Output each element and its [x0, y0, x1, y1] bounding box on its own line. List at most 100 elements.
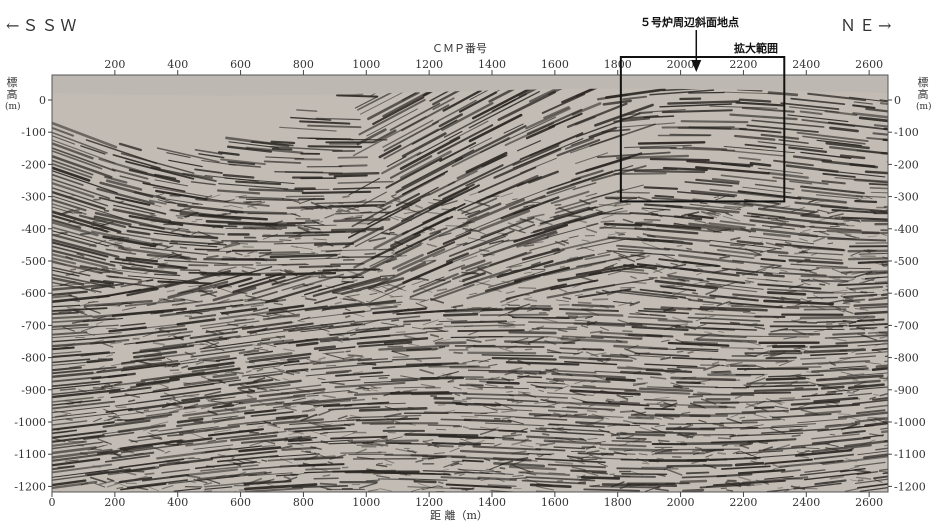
reflector-stroke: [788, 258, 844, 265]
noise-stroke: [861, 278, 875, 281]
reflector-stroke: [866, 136, 888, 141]
reflector-stroke: [738, 156, 761, 161]
noise-stroke: [695, 316, 708, 322]
noise-stroke: [827, 242, 834, 245]
noise-stroke: [126, 470, 145, 473]
reflector-stroke: [52, 170, 118, 194]
noise-stroke: [480, 253, 495, 256]
noise-stroke: [180, 309, 192, 315]
noise-stroke: [379, 488, 392, 492]
noise-stroke: [411, 231, 425, 236]
noise-stroke: [781, 205, 791, 208]
noise-stroke: [755, 409, 767, 412]
reflector-stroke: [216, 189, 261, 195]
noise-stroke: [479, 380, 487, 383]
noise-stroke: [207, 439, 216, 443]
reflector-stroke: [614, 168, 678, 172]
noise-stroke: [779, 269, 788, 273]
noise-stroke: [479, 320, 487, 323]
noise-stroke: [194, 235, 211, 238]
noise-stroke: [217, 287, 235, 294]
noise-stroke: [842, 319, 857, 324]
noise-stroke: [300, 369, 309, 373]
noise-stroke: [71, 319, 90, 325]
noise-stroke: [263, 374, 278, 381]
noise-stroke: [723, 373, 729, 376]
noise-stroke: [485, 338, 497, 342]
reflector-stroke: [556, 138, 601, 157]
reflector-stroke: [839, 355, 877, 360]
reflector-stroke: [244, 487, 304, 492]
noise-stroke: [303, 402, 321, 407]
noise-stroke: [468, 330, 479, 336]
noise-stroke: [325, 253, 341, 259]
reflector-stroke: [796, 131, 869, 143]
noise-stroke: [557, 329, 568, 333]
noise-stroke: [291, 442, 304, 446]
noise-stroke: [675, 280, 686, 284]
cmp-tick-label: 600: [230, 58, 251, 71]
noise-stroke: [217, 300, 224, 304]
noise-stroke: [881, 233, 887, 236]
reflector-stroke: [238, 272, 283, 288]
zoom-range-box: [619, 56, 786, 203]
noise-stroke: [732, 450, 740, 455]
reflector-stroke: [381, 151, 422, 175]
noise-stroke: [639, 252, 652, 255]
noise-stroke: [318, 327, 330, 333]
cmp-tick-label: 2400: [792, 58, 820, 71]
reflector-stroke: [602, 99, 632, 106]
reflector-stroke: [740, 425, 808, 430]
noise-stroke: [366, 401, 384, 406]
reflector-stroke: [52, 324, 119, 331]
noise-stroke: [402, 388, 418, 393]
distance-tick-label: 400: [167, 496, 188, 509]
noise-stroke: [705, 289, 717, 296]
noise-stroke: [443, 472, 452, 476]
noise-stroke: [121, 247, 132, 253]
noise-stroke: [147, 432, 163, 439]
noise-stroke: [365, 479, 380, 482]
noise-stroke: [202, 359, 220, 363]
noise-stroke: [253, 307, 269, 313]
noise-stroke: [820, 481, 828, 484]
reflector-stroke: [686, 159, 754, 167]
noise-stroke: [532, 270, 546, 275]
noise-stroke: [428, 328, 446, 332]
noise-stroke: [188, 431, 206, 440]
reflector-stroke: [466, 397, 515, 401]
reflector-stroke: [140, 371, 205, 382]
noise-stroke: [222, 209, 238, 214]
noise-stroke: [345, 350, 351, 353]
noise-stroke: [201, 376, 214, 382]
noise-stroke: [166, 289, 176, 293]
reflector-stroke: [469, 137, 493, 150]
reflector-stroke: [821, 180, 846, 185]
reflector-stroke: [91, 230, 158, 247]
noise-stroke: [597, 359, 604, 363]
distance-axis-title: 距 離（m）: [430, 509, 488, 522]
noise-stroke: [813, 329, 825, 333]
noise-stroke: [592, 298, 609, 301]
reflector-stroke: [52, 121, 118, 149]
reflector-stroke: [290, 116, 332, 121]
noise-stroke: [375, 304, 393, 308]
reflector-stroke: [734, 134, 776, 141]
noise-stroke: [183, 382, 191, 384]
noise-stroke: [109, 453, 122, 456]
reflector-stroke: [536, 327, 577, 331]
reflector-stroke: [377, 478, 416, 481]
cmp-tick-label: 1000: [352, 58, 380, 71]
noise-stroke: [95, 321, 104, 325]
reflector-stroke: [190, 349, 246, 358]
reflector-stroke: [368, 301, 403, 306]
noise-stroke: [623, 449, 633, 452]
reflector-stroke: [637, 141, 706, 145]
reflector-stroke: [164, 259, 229, 265]
noise-stroke: [726, 361, 743, 366]
noise-stroke: [251, 385, 267, 391]
noise-stroke: [551, 247, 559, 251]
noise-stroke: [568, 256, 579, 260]
noise-stroke: [700, 398, 717, 406]
reflector-stroke: [767, 91, 799, 97]
